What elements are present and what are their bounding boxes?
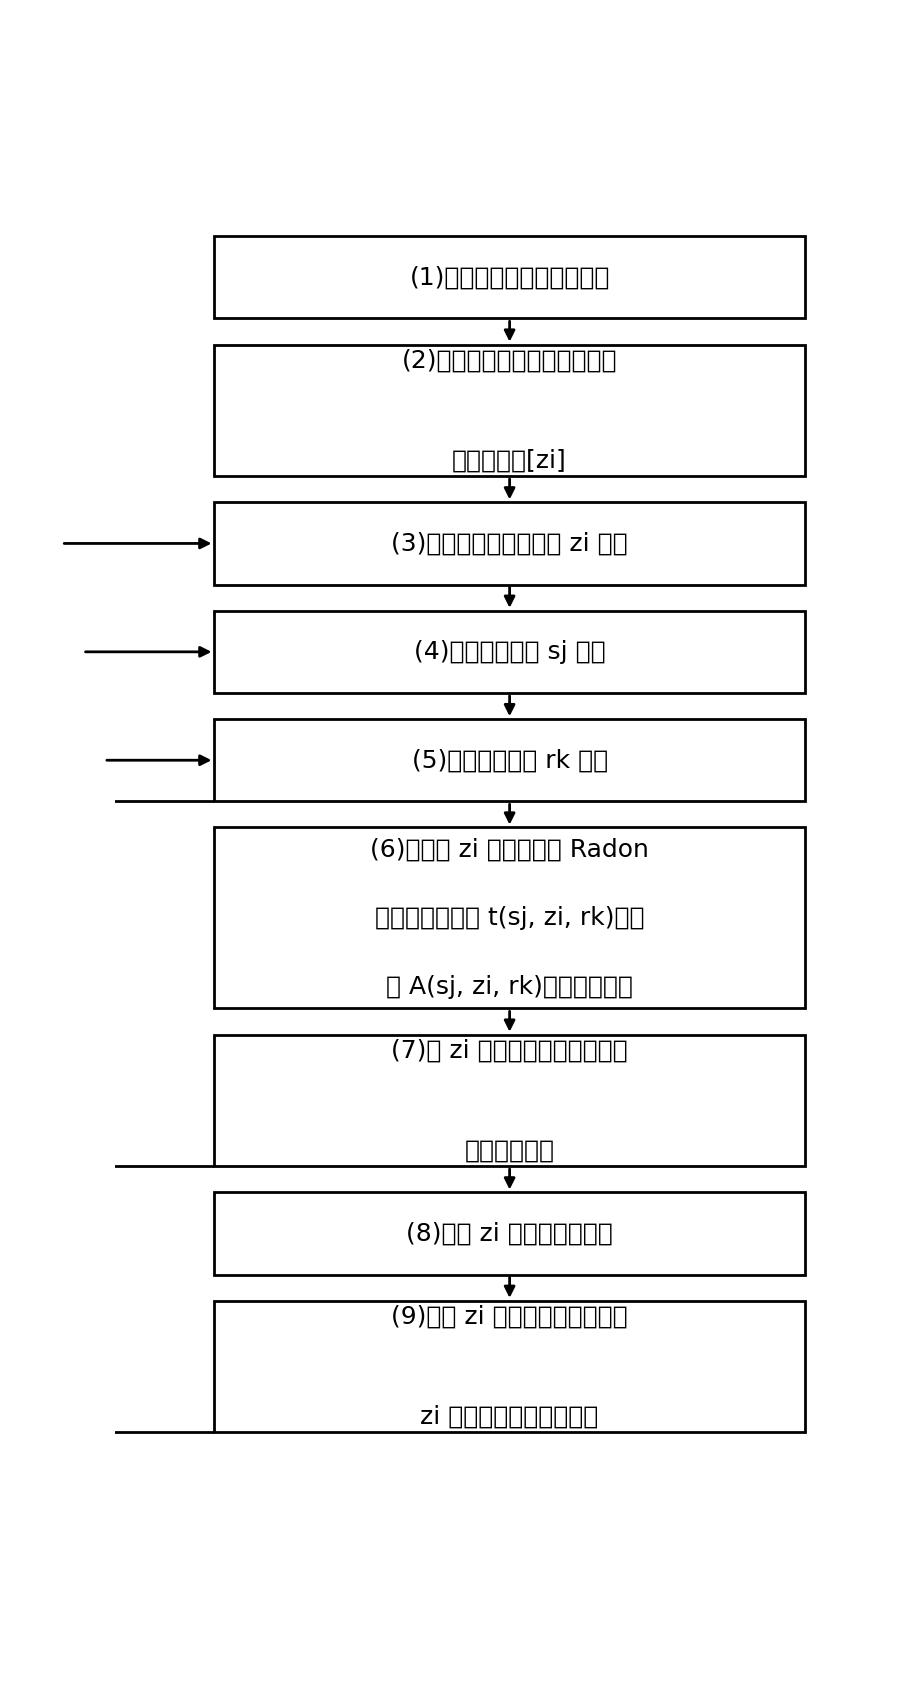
Bar	[215, 1192, 805, 1275]
Bar	[215, 344, 805, 477]
Text: 数据加权叠加: 数据加权叠加	[465, 1138, 554, 1162]
Text: 幅 A(sj, zi, rk)和雅可比因子: 幅 A(sj, zi, rk)和雅可比因子	[386, 975, 633, 999]
Text: (6)对每个 zi 计算逆广义 Radon: (6)对每个 zi 计算逆广义 Radon	[370, 838, 649, 862]
Text: (7)将 zi 对应的等时面进行地震: (7)将 zi 对应的等时面进行地震	[391, 1038, 628, 1062]
Text: (5)对每个接收点 rk 循环: (5)对每个接收点 rk 循环	[411, 748, 608, 772]
Text: 算子中射线走时 t(sj, zi, rk)、振: 算子中射线走时 t(sj, zi, rk)、振	[375, 906, 644, 929]
Text: (2)定义散射位势非零的分布域: (2)定义散射位势非零的分布域	[402, 348, 617, 373]
Bar	[215, 611, 805, 694]
Text: zi 处的线性保幅反演结果: zi 处的线性保幅反演结果	[420, 1404, 599, 1428]
Bar	[215, 719, 805, 802]
Bar	[215, 1035, 805, 1167]
Text: (3)对每一个反演成像点 zi 循环: (3)对每一个反演成像点 zi 循环	[391, 531, 628, 556]
Bar	[215, 828, 805, 1009]
Text: 并离散化为[zi]: 并离散化为[zi]	[453, 448, 567, 473]
Text: (9)计算 zi 处的照明因子，输出: (9)计算 zi 处的照明因子，输出	[391, 1304, 628, 1328]
Bar	[215, 1301, 805, 1433]
Bar	[215, 236, 805, 319]
Text: (8)输出 zi 处偏移成像结果: (8)输出 zi 处偏移成像结果	[407, 1221, 613, 1245]
Text: (4)对每一个炮点 sj 循环: (4)对每一个炮点 sj 循环	[414, 639, 605, 663]
Text: (1)地震数据和背景模型参数: (1)地震数据和背景模型参数	[409, 265, 610, 290]
Bar	[215, 502, 805, 585]
